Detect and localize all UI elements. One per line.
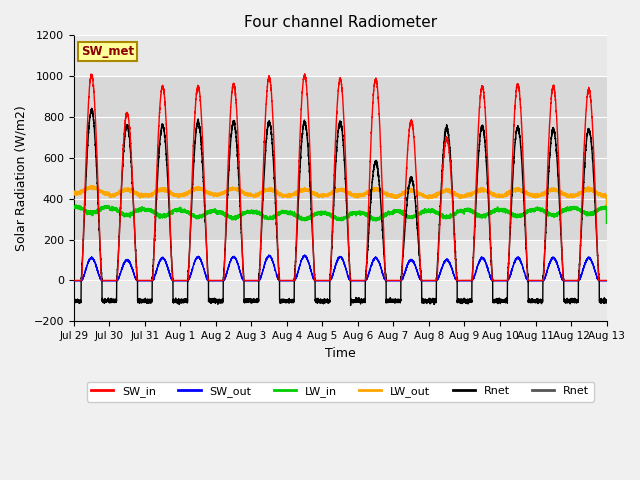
- Text: SW_met: SW_met: [81, 45, 134, 59]
- Title: Four channel Radiometer: Four channel Radiometer: [244, 15, 436, 30]
- Y-axis label: Solar Radiation (W/m2): Solar Radiation (W/m2): [15, 106, 28, 251]
- Bar: [74, 76, 607, 240]
- Legend: SW_in, SW_out, LW_in, LW_out, Rnet, Rnet: SW_in, SW_out, LW_in, LW_out, Rnet, Rnet: [86, 382, 594, 401]
- X-axis label: Time: Time: [324, 347, 356, 360]
